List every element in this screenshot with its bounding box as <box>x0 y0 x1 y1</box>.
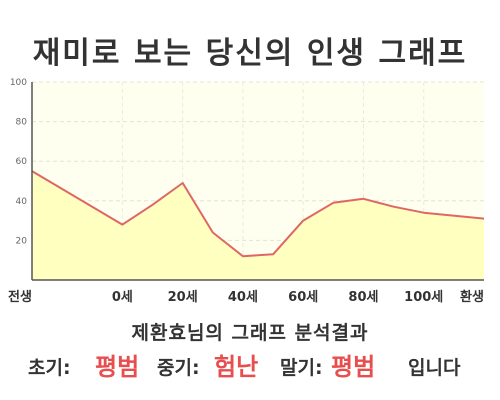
x-tick-label: 전생 <box>8 289 32 305</box>
y-tick-label: 80 <box>16 118 28 128</box>
x-tick-label: 20세 <box>168 290 198 305</box>
mid-life-value: 험난 <box>214 353 259 381</box>
late-life-value: 평범 <box>331 353 376 381</box>
y-tick-label: 20 <box>16 236 28 246</box>
analysis-result: 초기: 평범 중기: 험난 말기: 평범 입니다 <box>0 344 500 381</box>
analysis-subtitle: 제환효님의 그래프 분석결과 <box>131 322 369 344</box>
x-tick-label: 40세 <box>228 290 258 305</box>
x-tick-label: 80세 <box>348 290 378 305</box>
y-tick-label: 40 <box>16 197 28 207</box>
result-suffix: 입니다 <box>408 357 461 379</box>
y-tick-label: 100 <box>10 78 27 88</box>
x-tick-label: 환생 <box>460 289 484 305</box>
y-tick-label: 60 <box>16 157 28 167</box>
early-life-label: 초기: <box>28 357 71 379</box>
x-tick-label: 0세 <box>112 290 133 305</box>
late-life-label: 말기: <box>280 357 323 379</box>
chart-title: 재미로 보는 당신의 인생 그래프 <box>32 36 468 71</box>
mid-life-label: 중기: <box>157 357 200 379</box>
series-area <box>32 171 484 280</box>
x-tick-label: 60세 <box>288 290 318 305</box>
series-line <box>31 170 485 258</box>
x-tick-label: 100세 <box>404 290 443 305</box>
early-life-value: 평범 <box>95 353 140 381</box>
